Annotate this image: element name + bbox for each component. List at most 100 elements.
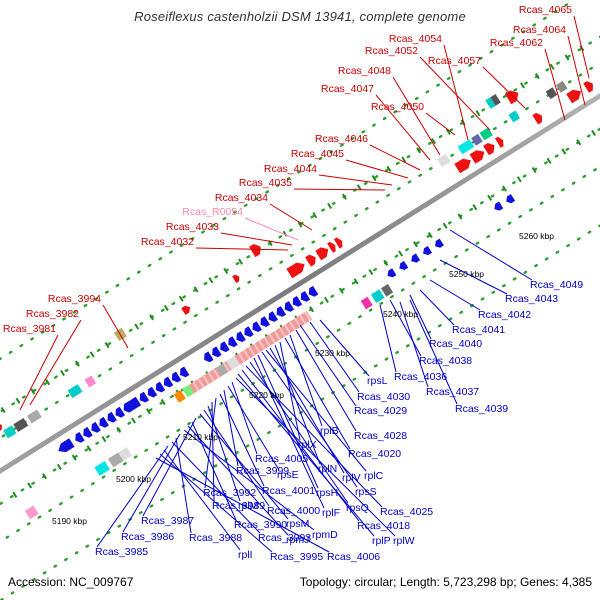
reverse-gene <box>387 268 397 278</box>
track-tick <box>401 156 407 163</box>
reverse-gene <box>292 296 303 307</box>
gene-label-reverse: rplW <box>393 535 415 547</box>
feature-block <box>381 284 394 297</box>
track-tick <box>145 408 151 415</box>
track-tick <box>71 454 77 461</box>
forward-gene <box>327 241 336 253</box>
forward-gene <box>583 81 593 93</box>
leader-line <box>187 425 289 536</box>
rp-stripe <box>283 324 291 334</box>
leader-line <box>207 405 241 502</box>
reverse-gene <box>58 438 75 453</box>
gene-label-forward: Rcas_3994 <box>48 293 101 305</box>
kbp-tick-label: 5240 kbp <box>383 309 418 319</box>
gene-label-reverse: Rcas_3985 <box>95 546 148 558</box>
feature-block <box>182 384 195 398</box>
reverse-gene <box>163 376 174 388</box>
track-tick <box>431 137 436 145</box>
reverse-gene <box>411 253 421 263</box>
leader-line <box>573 15 590 79</box>
gene-label-reverse: rplM <box>238 500 258 512</box>
gene-label-reverse: Rcas_4006 <box>327 551 380 563</box>
gene-label-forward: Rcas_4064 <box>513 24 566 36</box>
track-tick <box>386 165 392 172</box>
feature-block <box>508 110 520 123</box>
track-tick <box>576 139 582 146</box>
leader-line <box>265 349 367 472</box>
feature-block <box>360 296 373 310</box>
gene-label-reverse: Rcas_4037 <box>426 386 479 398</box>
reverse-gene <box>75 432 85 443</box>
reverse-gene <box>220 341 230 353</box>
feature-block <box>67 384 83 399</box>
track-tick <box>116 426 122 433</box>
leader-line <box>293 188 386 191</box>
rp-stripe <box>263 337 271 347</box>
gene-label-forward: Rcas_R0054 <box>182 206 243 218</box>
rp-stripe <box>248 346 256 357</box>
reverse-gene <box>180 366 190 378</box>
gene-label-reverse: Rcas_4025 <box>380 506 433 518</box>
track-tick <box>45 379 51 386</box>
kbp-tick-label: 5230 kbp <box>315 348 350 358</box>
gene-label-reverse: Rcas_3990 <box>234 519 287 531</box>
gene-label-reverse: Rcas_3988 <box>189 532 242 544</box>
track-tick <box>104 342 110 349</box>
reverse-gene <box>300 291 311 302</box>
feature-block <box>457 139 475 155</box>
track-tick <box>445 128 451 135</box>
track-tick <box>398 250 404 257</box>
gene-label-reverse: Rcas_4005 <box>255 453 308 465</box>
gene-label-reverse: Rcas_4036 <box>394 371 447 383</box>
track-tick <box>60 369 65 377</box>
reverse-gene <box>204 351 214 363</box>
kbp-tick-label: 5220 kbp <box>249 390 284 400</box>
rp-stripe <box>268 333 276 344</box>
leader-line <box>319 319 370 377</box>
gene-label-reverse: rpsQ <box>346 502 369 514</box>
track-tick <box>342 193 347 200</box>
rp-stripe <box>197 378 205 388</box>
leader-line <box>399 301 429 388</box>
rp-stripe <box>207 372 215 382</box>
leader-line <box>227 385 280 471</box>
track-tick <box>149 314 154 321</box>
leader-line <box>449 229 533 281</box>
leader-line <box>409 299 458 405</box>
track-tick <box>56 463 62 470</box>
feature-block <box>108 452 124 468</box>
backbone-bar <box>0 92 600 474</box>
leader-line <box>96 445 169 548</box>
leader-line <box>142 417 197 517</box>
map-title: Roseiflexus castenholzii DSM 13941, comp… <box>134 9 466 24</box>
leader-line <box>163 449 241 551</box>
track-tick <box>475 110 481 117</box>
reverse-gene <box>91 421 101 433</box>
gene-label-reverse: rplB <box>320 425 339 437</box>
gene-label-reverse: rpsM <box>286 518 309 530</box>
forward-gene-outer <box>504 90 519 105</box>
gene-label-reverse: rpsS <box>355 486 377 498</box>
rp-stripe <box>299 314 307 325</box>
gene-label-reverse: rplV <box>342 472 361 484</box>
leader-line <box>241 369 360 522</box>
reverse-gene <box>268 311 278 322</box>
reverse-gene <box>147 386 158 398</box>
track-tick <box>312 212 318 219</box>
leader-line <box>544 48 566 121</box>
feature-block <box>490 94 501 106</box>
reverse-gene <box>115 406 125 418</box>
track-tick <box>160 398 166 406</box>
genome-backbone <box>0 92 600 474</box>
leader-line <box>419 289 455 326</box>
feature-block <box>94 461 110 476</box>
reverse-gene <box>171 371 182 383</box>
track-tick <box>368 269 374 276</box>
forward-gene <box>315 247 329 261</box>
track-tick <box>457 213 463 220</box>
leader-line <box>369 144 421 171</box>
gene-label-forward: Rcas_4046 <box>315 133 368 145</box>
leader-line <box>389 299 422 357</box>
reverse-gene <box>139 391 150 403</box>
leader-line <box>295 329 357 432</box>
